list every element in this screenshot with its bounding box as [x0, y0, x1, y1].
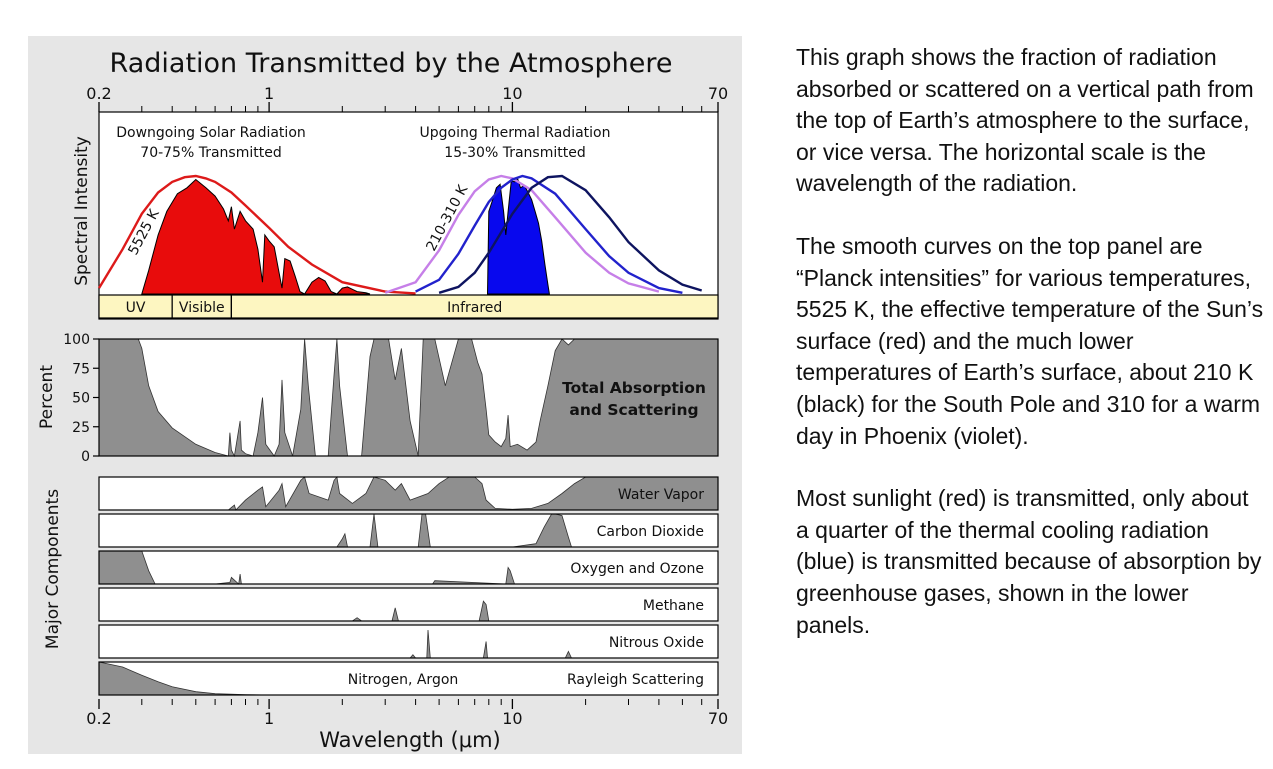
component-row-1: Carbon Dioxide: [98, 513, 719, 548]
total-absorption-label-line1: Total Absorption: [562, 379, 706, 397]
component-row-frame: [98, 476, 719, 511]
component-area: [99, 513, 718, 548]
planck-curve-2: [415, 174, 683, 294]
description-text: This graph shows the fraction of radiati…: [796, 42, 1264, 672]
transmitted-solar-area: [141, 178, 371, 295]
percent-tick-50: 50: [72, 391, 90, 407]
component-label: Rayleigh Scattering: [567, 672, 704, 688]
transmitted-fills: [141, 177, 550, 295]
spectral-intensity-panel: Downgoing Solar Radiation 70-75% Transmi…: [72, 111, 719, 320]
planck-curves: [97, 174, 703, 295]
top-tick-label-0.2: 0.2: [86, 84, 111, 103]
top-axis-ticks: 0.2 1 10 70: [86, 84, 728, 112]
component-row-2: Oxygen and Ozone: [98, 550, 719, 585]
band-2: [230, 294, 719, 319]
atmosphere-transmission-figure: Radiation Transmitted by the Atmosphere …: [28, 36, 742, 754]
component-label: Carbon Dioxide: [597, 524, 704, 540]
component-row-0: Water Vapor: [98, 476, 719, 511]
description-paragraph-3: Most sunlight (red) is transmitted, only…: [796, 485, 1262, 638]
spectrum-band-bar: UV Visible Infrared: [98, 294, 719, 319]
planck-curve-1: [384, 174, 660, 294]
band-label-0: UV: [126, 300, 146, 316]
percent-tick-25: 25: [72, 420, 90, 436]
band-label-2: Infrared: [447, 300, 502, 316]
component-row-5: Rayleigh Scattering Nitrogen, Argon: [98, 661, 719, 696]
component-row-background: [99, 662, 718, 695]
component-area: [98, 550, 718, 585]
component-label: Water Vapor: [618, 487, 704, 503]
percent-tick-75: 75: [72, 361, 90, 377]
component-extra-label: Nitrogen, Argon: [348, 672, 459, 688]
component-row-frame: [98, 587, 719, 622]
component-label: Oxygen and Ozone: [570, 561, 704, 577]
bottom-tick-label-10: 10: [502, 709, 522, 728]
bottom-tick-label-70: 70: [708, 709, 728, 728]
component-row-frame: [98, 661, 719, 696]
solar-annotation-line2: 70-75% Transmitted: [140, 145, 281, 161]
solar-annotation-line1: Downgoing Solar Radiation: [116, 125, 306, 141]
major-components-ylabel: Major Components: [43, 489, 63, 649]
component-row-3: Methane: [98, 587, 719, 622]
bottom-axis-ticks: 0.2 1 10 70: [86, 699, 728, 728]
percent-ylabel: Percent: [37, 365, 57, 429]
thermal-annotation-line1: Upgoing Thermal Radiation: [420, 125, 611, 141]
top-tick-label-70: 70: [708, 84, 728, 103]
description-paragraph-1: This graph shows the fraction of radiati…: [796, 44, 1254, 197]
chart-svg: Radiation Transmitted by the Atmosphere …: [37, 48, 728, 752]
component-row-background: [99, 514, 718, 547]
component-row-background: [99, 551, 718, 584]
x-axis-label: Wavelength (μm): [319, 728, 500, 752]
component-row-frame: [98, 550, 719, 585]
percent-tick-0: 0: [81, 449, 90, 465]
thermal-annotation-line2: 15-30% Transmitted: [444, 145, 585, 161]
chart-title: Radiation Transmitted by the Atmosphere: [110, 48, 673, 79]
percent-tick-100: 100: [63, 332, 90, 348]
top-tick-label-10: 10: [502, 84, 522, 103]
band-label-1: Visible: [179, 300, 225, 316]
planck-curve-0: [97, 174, 416, 295]
component-label: Methane: [643, 598, 704, 614]
component-row-background: [99, 588, 718, 621]
bottom-tick-label-0.2: 0.2: [86, 709, 111, 728]
component-row-frame: [98, 624, 719, 659]
component-row-background: [99, 625, 718, 658]
planck-curve-3: [438, 174, 703, 294]
bottom-tick-label-1: 1: [264, 709, 274, 728]
top-tick-label-1: 1: [264, 84, 274, 103]
total-absorption-label-line2: and Scattering: [569, 401, 698, 419]
description-paragraph-2: The smooth curves on the top panel are “…: [796, 232, 1264, 449]
major-components-panel: Water Vapor Carbon Dioxide Oxygen and Ozon…: [98, 476, 719, 696]
component-row-frame: [98, 513, 719, 548]
component-area: [99, 476, 719, 511]
spectral-intensity-ylabel: Spectral Intensity: [72, 136, 92, 286]
total-absorption-panel: Total Absorption and Scattering 100 75 50 2…: [37, 332, 719, 465]
component-row-4: Nitrous Oxide: [98, 624, 719, 659]
total-absorption-area: [98, 338, 719, 458]
percent-axis-ticks: 100 75 50 25 0: [63, 332, 99, 465]
component-label: Nitrous Oxide: [609, 635, 704, 651]
